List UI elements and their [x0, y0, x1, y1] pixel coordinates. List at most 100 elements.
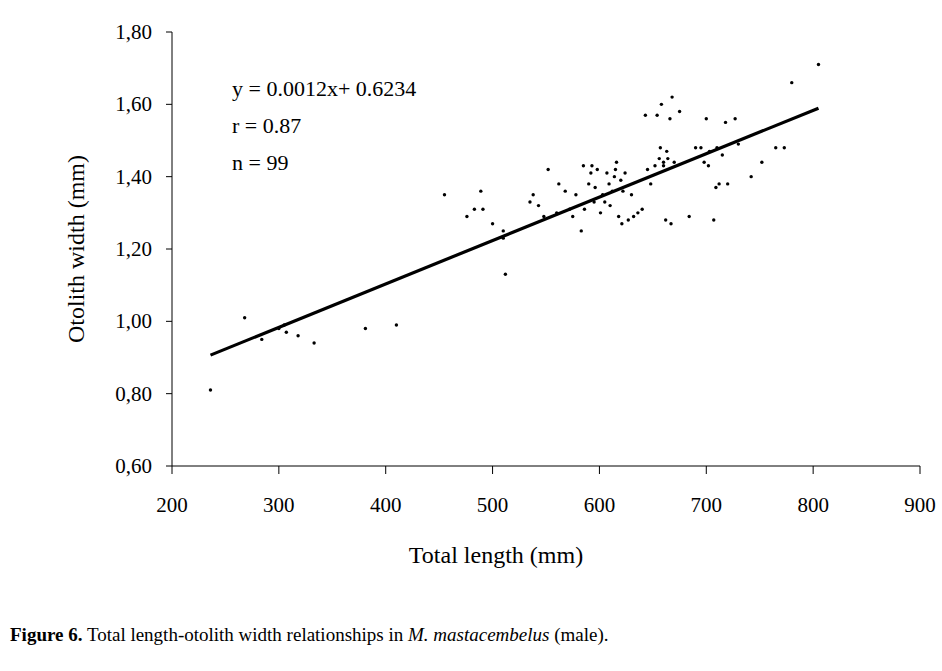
data-point	[636, 211, 639, 214]
data-point	[617, 215, 620, 218]
data-point	[620, 222, 623, 225]
data-point	[599, 211, 602, 214]
x-tick-label: 800	[797, 493, 829, 517]
x-tick	[385, 466, 386, 474]
y-tick-label: 1,80	[115, 20, 152, 44]
x-axis-label: Total length (mm)	[409, 542, 583, 568]
data-point	[783, 146, 786, 149]
data-point	[668, 117, 671, 120]
data-point	[658, 157, 661, 160]
data-point	[583, 208, 586, 211]
x-tick	[920, 466, 921, 474]
data-point	[659, 146, 662, 149]
data-point	[665, 150, 668, 153]
y-tick-label: 0,80	[115, 382, 152, 406]
x-tick-label: 900	[904, 493, 936, 517]
data-point	[632, 215, 635, 218]
caption-part: Total length-otolith width relationships…	[82, 624, 408, 645]
data-point	[707, 164, 710, 167]
x-tick	[599, 466, 600, 474]
data-point	[557, 182, 560, 185]
data-point	[491, 222, 494, 225]
y-tick	[166, 466, 172, 467]
y-tick	[166, 176, 172, 177]
data-point	[608, 204, 611, 207]
data-point	[660, 103, 663, 106]
data-point	[678, 110, 681, 113]
data-point	[662, 161, 665, 164]
data-point	[546, 168, 549, 171]
y-tick-label: 1,60	[115, 92, 152, 116]
trend-line	[210, 108, 818, 355]
annotation: r = 0.87	[232, 113, 301, 138]
data-point	[673, 161, 676, 164]
data-point	[666, 157, 669, 160]
data-point	[623, 171, 626, 174]
data-point	[479, 189, 482, 192]
data-point	[571, 215, 574, 218]
y-tick	[166, 321, 172, 322]
y-tick-label: 0,60	[115, 454, 152, 478]
data-point	[760, 161, 763, 164]
data-point	[296, 334, 299, 337]
data-point	[627, 218, 630, 221]
data-point	[580, 229, 583, 232]
x-tick	[706, 466, 707, 474]
data-point	[613, 175, 616, 178]
y-tick	[166, 249, 172, 250]
annotation: y = 0.0012x+ 0.6234	[232, 76, 416, 101]
annotation: n = 99	[232, 150, 288, 175]
y-tick	[166, 32, 172, 33]
caption-part: (male).	[549, 624, 608, 646]
x-tick-label: 600	[584, 493, 616, 517]
data-point	[653, 164, 656, 167]
data-point	[621, 189, 624, 192]
x-tick-label: 300	[263, 493, 295, 517]
data-point	[312, 341, 315, 344]
data-point	[721, 153, 724, 156]
data-point	[694, 146, 697, 149]
data-point	[260, 338, 263, 341]
data-point	[687, 215, 690, 218]
data-point	[504, 273, 507, 276]
caption: Figure 6. Total length-otolith width rel…	[10, 624, 609, 646]
data-point	[574, 193, 577, 196]
x-tick-label: 200	[156, 493, 188, 517]
caption-part: Figure 6.	[10, 624, 82, 645]
data-point	[733, 117, 736, 120]
data-point	[589, 171, 592, 174]
data-point	[531, 193, 534, 196]
data-point	[528, 200, 531, 203]
data-point	[649, 182, 652, 185]
data-point	[615, 161, 618, 164]
data-point	[669, 222, 672, 225]
data-point	[481, 208, 484, 211]
x-tick	[172, 466, 173, 474]
data-point	[717, 182, 720, 185]
y-tick-label: 1,40	[115, 165, 152, 189]
data-point	[655, 113, 658, 116]
plot-area	[209, 63, 820, 392]
x-tick-label: 400	[370, 493, 402, 517]
data-point	[619, 179, 622, 182]
data-point	[537, 204, 540, 207]
data-point	[646, 168, 649, 171]
data-point	[395, 323, 398, 326]
data-point	[607, 182, 610, 185]
data-point	[699, 146, 702, 149]
data-point	[749, 175, 752, 178]
data-point	[726, 182, 729, 185]
data-point	[596, 168, 599, 171]
data-point	[630, 193, 633, 196]
data-point	[593, 186, 596, 189]
x-tick-label: 500	[477, 493, 509, 517]
y-tick-label: 1,20	[115, 237, 152, 261]
data-point	[714, 186, 717, 189]
data-point	[285, 330, 288, 333]
chart: 200 300 400 500 600 700 800 900 0,60 0,80 1,00 1,20…	[0, 0, 942, 671]
y-tick-label: 1,00	[115, 309, 152, 333]
y-tick	[166, 393, 172, 394]
data-point	[640, 208, 643, 211]
data-point	[670, 95, 673, 98]
x-tick-label: 700	[691, 493, 723, 517]
